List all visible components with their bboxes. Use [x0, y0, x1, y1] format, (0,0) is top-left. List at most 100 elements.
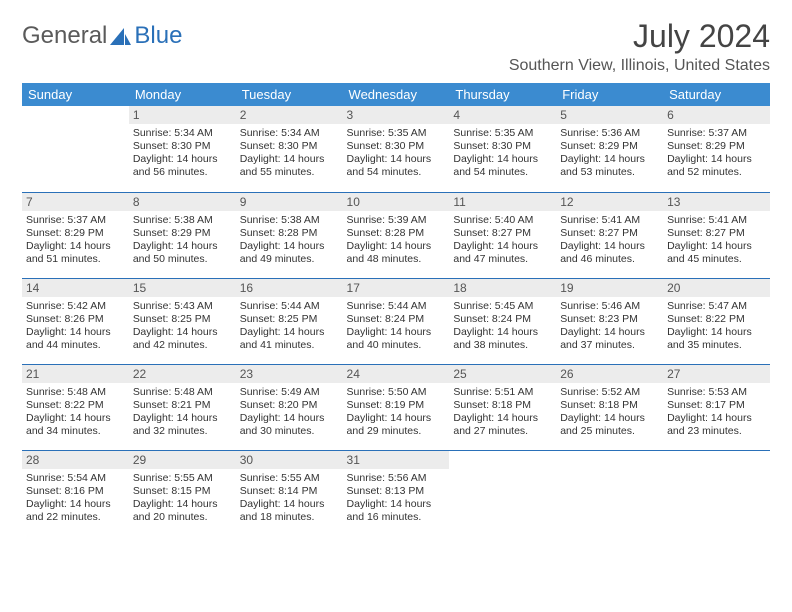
day-number: 28	[22, 451, 129, 469]
day-info: Sunrise: 5:39 AMSunset: 8:28 PMDaylight:…	[347, 214, 446, 267]
calendar-cell: 29Sunrise: 5:55 AMSunset: 8:15 PMDayligh…	[129, 450, 236, 536]
calendar-cell: 30 Sunrise: 5:55 AMSunset: 8:14 PMDayligh…	[236, 450, 343, 536]
day-number: 24	[343, 365, 450, 383]
weekday-header: Thursday	[449, 83, 556, 106]
day-number: 26	[556, 365, 663, 383]
logo-part2: Blue	[134, 22, 182, 50]
calendar-cell: 27 Sunrise: 5:53 AMSunset: 8:17 PMDayligh…	[663, 364, 770, 450]
day-number: 30	[236, 451, 343, 469]
day-info: Sunrise: 5:47 AMSunset: 8:22 PMDaylight:…	[667, 300, 766, 353]
logo-sail-icon	[110, 28, 132, 46]
day-info: Sunrise: 5:50 AMSunset: 8:19 PMDaylight:…	[347, 386, 446, 439]
day-info: Sunrise: 5:41 AMSunset: 8:27 PMDaylight:…	[667, 214, 766, 267]
calendar-cell: 21Sunrise: 5:48 AMSunset: 8:22 PMDayligh…	[22, 364, 129, 450]
weekday-header: Friday	[556, 83, 663, 106]
day-number: 20	[663, 279, 770, 297]
calendar-body: 1 Sunrise: 5:34 AMSunset: 8:30 PMDaylight…	[22, 106, 770, 536]
calendar-table: SundayMondayTuesdayWednesdayThursdayFrid…	[22, 83, 770, 536]
calendar-cell: 10Sunrise: 5:39 AMSunset: 8:28 PMDayligh…	[343, 192, 450, 278]
calendar-cell: 3 Sunrise: 5:35 AMSunset: 8:30 PMDaylight…	[343, 106, 450, 192]
day-number: 13	[663, 193, 770, 211]
day-number: 5	[556, 106, 663, 124]
day-info: Sunrise: 5:49 AMSunset: 8:20 PMDaylight:…	[240, 386, 339, 439]
day-number: 2	[236, 106, 343, 124]
calendar-row: 21Sunrise: 5:48 AMSunset: 8:22 PMDayligh…	[22, 364, 770, 450]
day-number: 27	[663, 365, 770, 383]
day-number: 31	[343, 451, 450, 469]
weekday-header: Saturday	[663, 83, 770, 106]
weekday-header: Tuesday	[236, 83, 343, 106]
location: Southern View, Illinois, United States	[509, 57, 770, 75]
day-number: 8	[129, 193, 236, 211]
calendar-row: 1 Sunrise: 5:34 AMSunset: 8:30 PMDaylight…	[22, 106, 770, 192]
calendar-row: 14Sunrise: 5:42 AMSunset: 8:26 PMDayligh…	[22, 278, 770, 364]
day-info: Sunrise: 5:37 AMSunset: 8:29 PMDaylight:…	[667, 127, 766, 180]
calendar-cell: 9 Sunrise: 5:38 AMSunset: 8:28 PMDaylight…	[236, 192, 343, 278]
day-info: Sunrise: 5:51 AMSunset: 8:18 PMDaylight:…	[453, 386, 552, 439]
calendar-cell: 11 Sunrise: 5:40 AMSunset: 8:27 PMDayligh…	[449, 192, 556, 278]
calendar-cell: 25 Sunrise: 5:51 AMSunset: 8:18 PMDayligh…	[449, 364, 556, 450]
calendar-cell: 8Sunrise: 5:38 AMSunset: 8:29 PMDaylight…	[129, 192, 236, 278]
day-number: 19	[556, 279, 663, 297]
calendar-cell: 22 Sunrise: 5:48 AMSunset: 8:21 PMDayligh…	[129, 364, 236, 450]
calendar-cell: 5 Sunrise: 5:36 AMSunset: 8:29 PMDaylight…	[556, 106, 663, 192]
weekday-header: Monday	[129, 83, 236, 106]
day-number: 12	[556, 193, 663, 211]
calendar-row: 7Sunrise: 5:37 AMSunset: 8:29 PMDaylight…	[22, 192, 770, 278]
day-info: Sunrise: 5:53 AMSunset: 8:17 PMDaylight:…	[667, 386, 766, 439]
calendar-cell	[449, 450, 556, 536]
day-number: 9	[236, 193, 343, 211]
day-info: Sunrise: 5:43 AMSunset: 8:25 PMDaylight:…	[133, 300, 232, 353]
day-info: Sunrise: 5:35 AMSunset: 8:30 PMDaylight:…	[347, 127, 446, 180]
day-info: Sunrise: 5:42 AMSunset: 8:26 PMDaylight:…	[26, 300, 125, 353]
header: General Blue July 2024 Southern View, Il…	[22, 18, 770, 75]
calendar-cell: 12Sunrise: 5:41 AMSunset: 8:27 PMDayligh…	[556, 192, 663, 278]
day-info: Sunrise: 5:48 AMSunset: 8:22 PMDaylight:…	[26, 386, 125, 439]
day-number: 11	[449, 193, 556, 211]
day-info: Sunrise: 5:34 AMSunset: 8:30 PMDaylight:…	[133, 127, 232, 180]
logo: General Blue	[22, 18, 182, 50]
weekday-header: Sunday	[22, 83, 129, 106]
calendar-cell: 13 Sunrise: 5:41 AMSunset: 8:27 PMDayligh…	[663, 192, 770, 278]
day-info: Sunrise: 5:55 AMSunset: 8:14 PMDaylight:…	[240, 472, 339, 525]
day-number: 29	[129, 451, 236, 469]
day-number: 4	[449, 106, 556, 124]
day-number: 17	[343, 279, 450, 297]
day-number: 22	[129, 365, 236, 383]
calendar-cell: 31 Sunrise: 5:56 AMSunset: 8:13 PMDayligh…	[343, 450, 450, 536]
title-block: July 2024 Southern View, Illinois, Unite…	[509, 18, 770, 75]
weekday-header: Wednesday	[343, 83, 450, 106]
calendar-row: 28Sunrise: 5:54 AMSunset: 8:16 PMDayligh…	[22, 450, 770, 536]
day-info: Sunrise: 5:40 AMSunset: 8:27 PMDaylight:…	[453, 214, 552, 267]
day-number: 25	[449, 365, 556, 383]
calendar-cell	[556, 450, 663, 536]
calendar-cell	[663, 450, 770, 536]
logo-part1: General	[22, 22, 107, 50]
day-info: Sunrise: 5:44 AMSunset: 8:25 PMDaylight:…	[240, 300, 339, 353]
calendar-cell: 2Sunrise: 5:34 AMSunset: 8:30 PMDaylight…	[236, 106, 343, 192]
calendar-cell: 26 Sunrise: 5:52 AMSunset: 8:18 PMDayligh…	[556, 364, 663, 450]
calendar-cell: 17 Sunrise: 5:44 AMSunset: 8:24 PMDayligh…	[343, 278, 450, 364]
calendar-cell: 15Sunrise: 5:43 AMSunset: 8:25 PMDayligh…	[129, 278, 236, 364]
month-title: July 2024	[509, 18, 770, 55]
day-info: Sunrise: 5:38 AMSunset: 8:28 PMDaylight:…	[240, 214, 339, 267]
calendar-cell: 24 Sunrise: 5:50 AMSunset: 8:19 PMDayligh…	[343, 364, 450, 450]
day-info: Sunrise: 5:52 AMSunset: 8:18 PMDaylight:…	[560, 386, 659, 439]
day-number: 1	[129, 106, 236, 124]
calendar-cell: 14Sunrise: 5:42 AMSunset: 8:26 PMDayligh…	[22, 278, 129, 364]
day-info: Sunrise: 5:48 AMSunset: 8:21 PMDaylight:…	[133, 386, 232, 439]
calendar-cell: 7Sunrise: 5:37 AMSunset: 8:29 PMDaylight…	[22, 192, 129, 278]
day-info: Sunrise: 5:44 AMSunset: 8:24 PMDaylight:…	[347, 300, 446, 353]
calendar-cell	[22, 106, 129, 192]
day-number: 3	[343, 106, 450, 124]
day-info: Sunrise: 5:35 AMSunset: 8:30 PMDaylight:…	[453, 127, 552, 180]
day-number: 6	[663, 106, 770, 124]
day-info: Sunrise: 5:37 AMSunset: 8:29 PMDaylight:…	[26, 214, 125, 267]
day-info: Sunrise: 5:56 AMSunset: 8:13 PMDaylight:…	[347, 472, 446, 525]
day-info: Sunrise: 5:45 AMSunset: 8:24 PMDaylight:…	[453, 300, 552, 353]
calendar-cell: 1 Sunrise: 5:34 AMSunset: 8:30 PMDaylight…	[129, 106, 236, 192]
day-number: 18	[449, 279, 556, 297]
day-info: Sunrise: 5:36 AMSunset: 8:29 PMDaylight:…	[560, 127, 659, 180]
calendar-cell: 19Sunrise: 5:46 AMSunset: 8:23 PMDayligh…	[556, 278, 663, 364]
day-number: 23	[236, 365, 343, 383]
